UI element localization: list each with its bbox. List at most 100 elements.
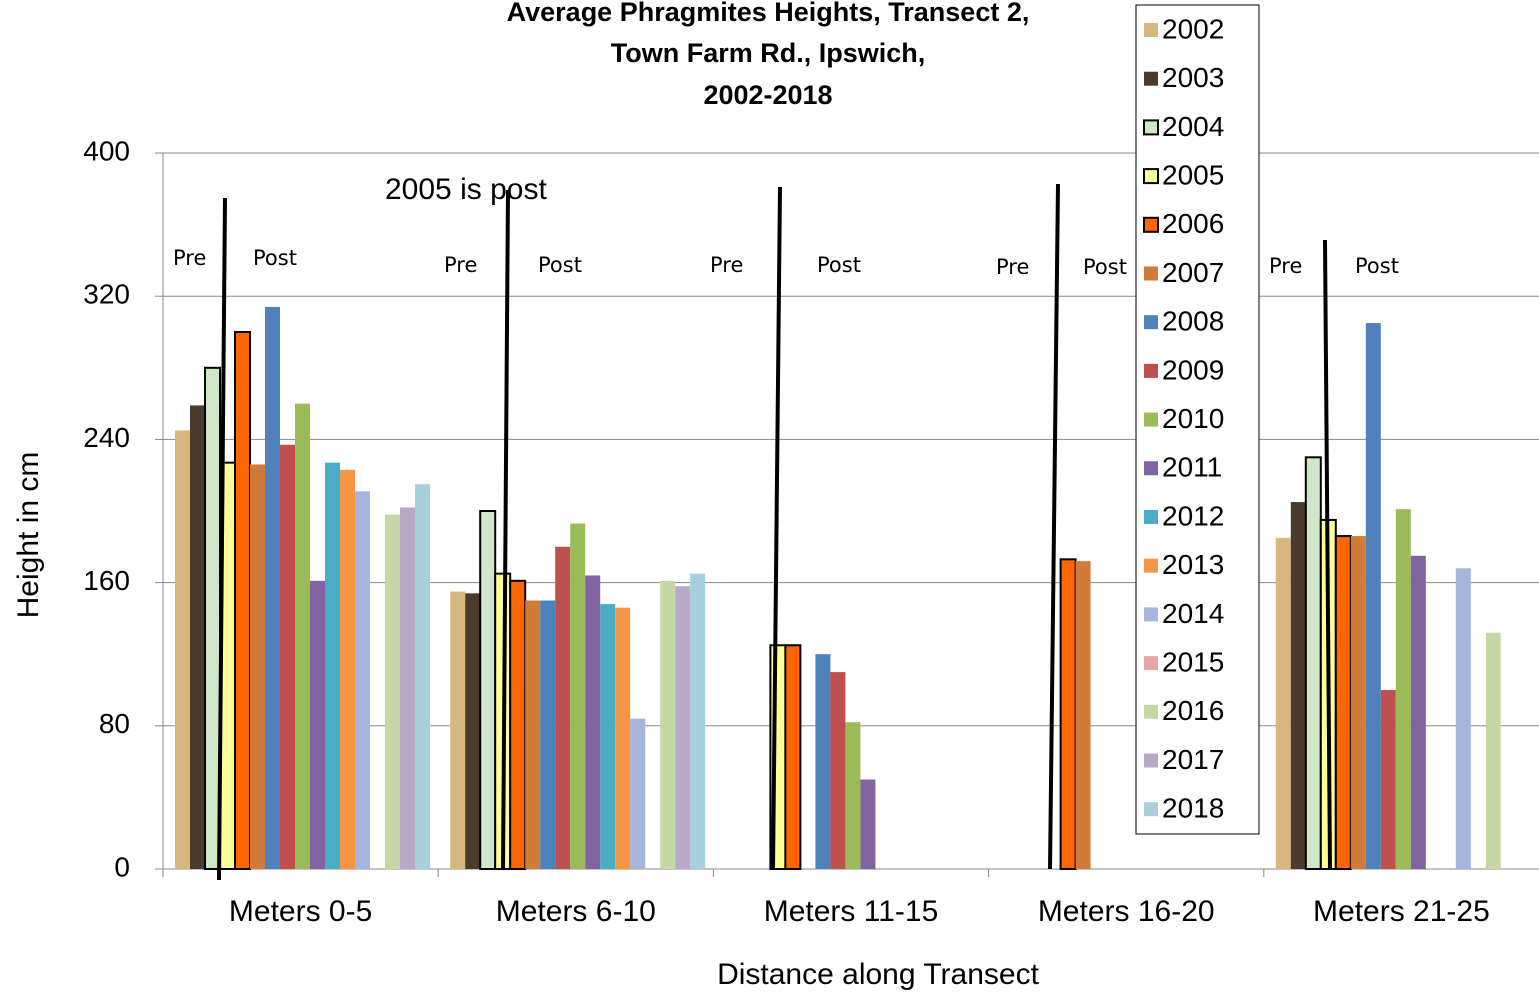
legend-label: 2018 (1162, 793, 1224, 824)
legend-label: 2009 (1162, 354, 1224, 385)
legend-label: 2005 (1162, 159, 1224, 190)
annotation: Post (1083, 255, 1127, 279)
bar (1276, 538, 1291, 869)
bar (295, 404, 310, 869)
bar (830, 672, 845, 869)
bar (400, 507, 415, 869)
bar (235, 332, 250, 869)
chart-title: Town Farm Rd., Ipswich, (611, 38, 926, 68)
chart-title: Average Phragmites Heights, Transect 2, (507, 0, 1030, 27)
annotation: Post (253, 246, 297, 270)
legend-label: 2016 (1162, 695, 1224, 726)
legend-swatch (1144, 559, 1158, 573)
bar (785, 645, 800, 869)
bar (570, 524, 585, 869)
chart-title: 2002-2018 (703, 80, 832, 110)
bar (525, 601, 540, 870)
x-tick-label: Meters 21-25 (1313, 895, 1490, 928)
x-tick-label: Meters 11-15 (764, 895, 939, 928)
bar (415, 484, 430, 869)
bar (1351, 536, 1366, 869)
legend-label: 2002 (1162, 13, 1224, 44)
bar (555, 547, 570, 869)
annotation: Post (1355, 254, 1399, 278)
bar (175, 430, 190, 869)
bar (1396, 509, 1411, 869)
legend-swatch (1144, 413, 1158, 427)
bar (250, 464, 265, 869)
bar (660, 581, 675, 869)
bar (585, 575, 600, 869)
y-axis-label: Height in cm (12, 452, 45, 619)
legend-label: 2004 (1162, 111, 1224, 142)
bar (385, 515, 400, 869)
legend-label: 2015 (1162, 646, 1224, 677)
annotation: 2005 is post (385, 173, 547, 206)
legend-swatch (1144, 705, 1158, 719)
legend-label: 2011 (1162, 452, 1222, 483)
bar (340, 470, 355, 869)
bar (540, 601, 555, 870)
legend-swatch (1144, 607, 1158, 621)
bar (480, 511, 495, 869)
bar (1381, 690, 1396, 869)
annotation: Pre (996, 255, 1029, 279)
bar (1061, 559, 1076, 869)
bar (1411, 556, 1426, 869)
legend-swatch (1144, 802, 1158, 816)
bar (450, 592, 465, 869)
x-tick-label: Meters 0-5 (229, 895, 372, 928)
x-tick-label: Meters 16-20 (1038, 895, 1215, 928)
separator (1050, 184, 1058, 869)
legend-swatch (1144, 218, 1158, 232)
legend-label: 2003 (1162, 62, 1224, 93)
legend-label: 2017 (1162, 744, 1224, 775)
legend-label: 2014 (1162, 598, 1224, 629)
bar (190, 405, 205, 869)
bar (860, 780, 875, 870)
bar (845, 722, 860, 869)
bar (465, 593, 480, 869)
legend-swatch (1144, 510, 1158, 524)
bar (615, 608, 630, 869)
legend-swatch (1144, 461, 1158, 475)
chart: Average Phragmites Heights, Transect 2, … (0, 0, 1539, 999)
legend-swatch (1144, 23, 1158, 37)
bar (815, 654, 830, 869)
annotation: Post (817, 253, 861, 277)
bar (1456, 568, 1471, 869)
legend-swatch (1144, 754, 1158, 768)
legend-swatch (1144, 267, 1158, 281)
bar (630, 719, 645, 869)
bar (1486, 633, 1501, 869)
legend-swatch (1144, 72, 1158, 86)
bar (510, 581, 525, 869)
legend-swatch (1144, 169, 1158, 183)
annotation: Post (538, 253, 582, 277)
bar (355, 491, 370, 869)
bar (600, 604, 615, 869)
y-tick-label: 320 (83, 279, 130, 310)
y-tick-label: 80 (99, 708, 130, 739)
bar (1366, 323, 1381, 869)
legend-label: 2013 (1162, 549, 1224, 580)
legend-label: 2008 (1162, 306, 1224, 337)
y-tick-label: 240 (83, 422, 130, 453)
bar (1076, 561, 1091, 869)
bar (690, 574, 705, 869)
legend-label: 2006 (1162, 208, 1224, 239)
legend-label: 2010 (1162, 403, 1224, 434)
bar (325, 463, 340, 869)
y-tick-label: 400 (83, 135, 130, 166)
title: Average Phragmites Heights, Transect 2, … (507, 0, 1030, 110)
bar (675, 586, 690, 869)
annotation: Pre (444, 253, 477, 277)
x-tick-label: Meters 6-10 (496, 895, 656, 928)
legend-swatch (1144, 364, 1158, 378)
legend-label: 2007 (1162, 257, 1224, 288)
annotation: Pre (1269, 254, 1302, 278)
legend-label: 2012 (1162, 500, 1224, 531)
bar (310, 581, 325, 869)
bar (280, 445, 295, 869)
bar (1291, 502, 1306, 869)
